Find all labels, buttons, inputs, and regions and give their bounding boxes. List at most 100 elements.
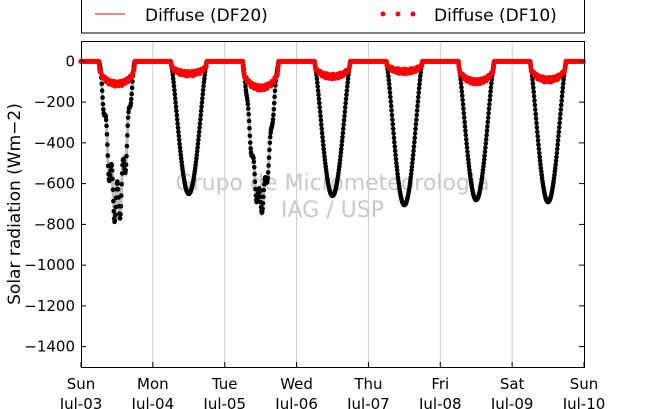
data-point [245, 98, 250, 104]
data-point [533, 72, 539, 78]
y-tick-label: −1200 [24, 297, 75, 315]
data-point [534, 120, 539, 126]
data-point [119, 181, 125, 187]
data-point [200, 87, 206, 93]
data-point [483, 137, 489, 142]
data-point [119, 82, 125, 88]
data-point [248, 146, 253, 151]
data-point [170, 76, 176, 81]
data-point [459, 85, 464, 90]
data-point [97, 69, 104, 75]
data-point [483, 141, 489, 146]
data-point [341, 71, 347, 77]
data-point [560, 85, 566, 91]
x-tick-label-date: Jul-05 [202, 395, 246, 409]
data-point [196, 137, 201, 143]
data-point [419, 63, 425, 69]
data-point [174, 108, 179, 114]
data-point [314, 76, 320, 82]
plot-frame [81, 41, 585, 368]
data-point [173, 100, 178, 105]
data-point [111, 209, 117, 214]
data-point [337, 157, 343, 163]
data-point [536, 146, 542, 152]
data-point [392, 148, 398, 154]
data-point [271, 112, 276, 118]
data-point [270, 117, 276, 122]
data-point [531, 93, 537, 99]
data-point [344, 92, 349, 98]
data-point [394, 168, 400, 173]
data-point [459, 89, 465, 94]
data-point [255, 197, 260, 202]
data-point [265, 175, 271, 181]
grid-layer [152, 41, 513, 367]
data-point [317, 68, 323, 75]
data-point [463, 137, 469, 142]
data-point [558, 111, 563, 117]
data-point [129, 85, 135, 91]
data-point [463, 132, 469, 138]
data-point [118, 211, 123, 217]
legend-swatch-dot [410, 11, 416, 17]
data-point [105, 153, 111, 158]
data-point [340, 130, 346, 136]
data-point [196, 133, 202, 139]
data-point [555, 138, 561, 143]
data-point [109, 168, 115, 173]
data-point [172, 91, 178, 97]
data-point [274, 72, 280, 78]
data-point [128, 100, 134, 106]
data-point [389, 112, 395, 118]
data-point [488, 89, 493, 94]
data-point [260, 201, 266, 206]
data-point [390, 126, 396, 132]
data-point [170, 72, 176, 78]
data-point [470, 80, 476, 87]
data-point [322, 154, 327, 159]
x-tick-label-day: Sat [500, 375, 525, 393]
data-point [412, 131, 418, 136]
data-point [318, 113, 323, 119]
x-tick-label-day: Thu [353, 375, 382, 393]
data-point [272, 94, 277, 100]
data-point [330, 71, 336, 77]
data-point [247, 140, 253, 145]
data-point [125, 78, 132, 84]
data-point [532, 107, 538, 112]
data-point [315, 80, 320, 85]
data-point [538, 165, 544, 171]
data-point [410, 160, 415, 166]
data-point [560, 81, 566, 86]
data-point [481, 160, 487, 166]
y-tick-label: −600 [34, 175, 75, 193]
data-point [266, 155, 272, 160]
y-axis-label: Solar radiation (Wm−2) [5, 103, 25, 305]
data-point [95, 58, 101, 64]
data-point [123, 168, 129, 173]
data-point [324, 71, 330, 77]
data-point [173, 104, 179, 110]
data-point [100, 95, 105, 100]
data-point [531, 89, 536, 95]
data-point [556, 129, 562, 135]
data-point [345, 68, 351, 74]
data-point [320, 134, 325, 140]
data-point [272, 88, 278, 94]
data-point [109, 163, 115, 168]
data-point [166, 58, 172, 64]
data-point [321, 142, 326, 148]
data-point [536, 142, 541, 148]
data-point [246, 111, 251, 117]
data-point [121, 158, 127, 164]
data-point [466, 160, 471, 166]
x-tick-label-date: Jul-07 [346, 395, 390, 409]
data-point [318, 117, 324, 123]
data-point [483, 78, 489, 84]
data-point [487, 102, 492, 107]
data-point [315, 88, 321, 93]
data-point [548, 79, 554, 85]
data-point [197, 121, 203, 126]
data-point [487, 97, 493, 103]
